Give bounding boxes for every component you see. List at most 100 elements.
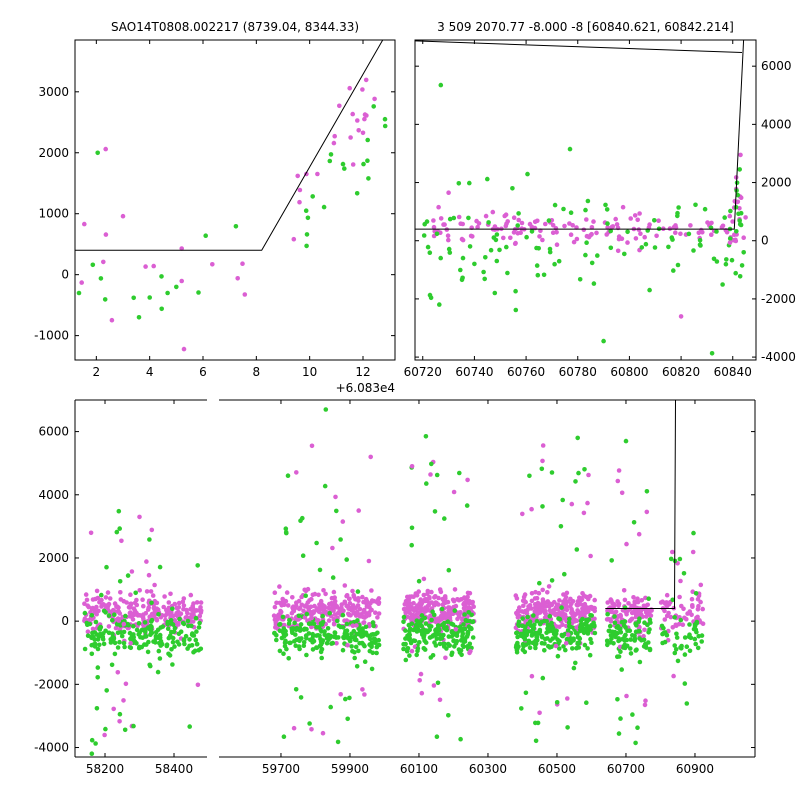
- y-tick-label: 0: [61, 614, 69, 628]
- scatter-point: [646, 596, 651, 601]
- scatter-point: [595, 253, 600, 258]
- scatter-point: [540, 458, 545, 464]
- scatter-point: [428, 472, 433, 477]
- scatter-point: [149, 617, 155, 623]
- scatter-point: [442, 620, 447, 626]
- scatter-point: [116, 618, 122, 623]
- scatter-point: [467, 650, 472, 656]
- scatter-point: [455, 616, 460, 622]
- scatter-point: [325, 626, 331, 631]
- scatter-point: [371, 636, 377, 642]
- scatter-point: [321, 204, 327, 210]
- scatter-point: [369, 666, 375, 672]
- axes-frame: [74, 39, 396, 361]
- scatter-point: [235, 276, 240, 281]
- scatter-point: [153, 630, 159, 635]
- y-tick-label: -2000: [761, 292, 796, 306]
- scatter-point: [605, 600, 610, 605]
- scatter-point: [103, 232, 109, 237]
- scatter-point: [546, 218, 552, 223]
- scatter-point: [326, 618, 332, 623]
- scatter-point: [592, 608, 597, 614]
- scatter-point: [116, 508, 122, 514]
- scatter-point: [494, 232, 500, 237]
- scatter-point: [738, 222, 744, 228]
- scatter-point: [104, 688, 109, 693]
- scatter-point: [319, 655, 325, 661]
- scatter-point: [448, 608, 453, 614]
- scatter-point: [414, 593, 420, 598]
- scatter-point: [686, 231, 692, 237]
- scatter-point: [97, 642, 102, 648]
- scatter-point: [445, 619, 451, 624]
- scatter-point: [106, 613, 112, 618]
- scatter-point: [115, 670, 121, 675]
- scatter-point: [113, 625, 119, 631]
- scatter-point: [306, 621, 312, 627]
- scatter-point: [85, 603, 90, 608]
- scatter-point: [85, 629, 91, 634]
- scatter-point: [672, 615, 677, 620]
- scatter-point: [437, 587, 443, 592]
- scatter-point: [342, 618, 347, 623]
- scatter-point: [335, 610, 341, 616]
- scatter-point: [178, 611, 184, 616]
- scatter-point: [112, 640, 118, 646]
- scatter-point: [675, 210, 680, 216]
- scatter-point: [553, 643, 559, 649]
- scatter-point: [584, 700, 589, 705]
- scatter-point: [368, 454, 374, 460]
- scatter-point: [676, 621, 682, 627]
- scatter-point: [412, 608, 417, 613]
- scatter-point: [154, 608, 159, 614]
- scatter-point: [569, 610, 574, 616]
- scatter-point: [440, 641, 446, 647]
- scatter-point: [193, 615, 199, 621]
- scatter-point: [431, 218, 436, 223]
- scatter-point: [581, 227, 587, 233]
- scatter-point: [285, 614, 290, 619]
- x-tick-label: 60300: [469, 762, 507, 776]
- scatter-point: [449, 629, 455, 635]
- scatter-point: [540, 237, 545, 243]
- scatter-point: [176, 600, 182, 606]
- scatter-point: [534, 263, 540, 268]
- scatter-point: [702, 206, 708, 212]
- scatter-point: [369, 607, 374, 613]
- scatter-point: [589, 640, 594, 645]
- scatter-point: [366, 558, 372, 564]
- scatter-point: [338, 692, 344, 697]
- scatter-point: [647, 627, 652, 632]
- scatter-point: [709, 351, 715, 356]
- panel-title: 3 509 2070.77 -8.000 -8 [60840.621, 6084…: [437, 20, 734, 34]
- scatter-point: [351, 592, 357, 598]
- scatter-point: [539, 619, 544, 625]
- scatter-point: [475, 224, 480, 230]
- scatter-point: [594, 230, 599, 236]
- scatter-point: [562, 223, 567, 229]
- scatter-point: [552, 261, 557, 267]
- scatter-point: [544, 619, 549, 624]
- scatter-point: [164, 642, 170, 647]
- scatter-point: [340, 519, 346, 524]
- scatter-point: [436, 204, 441, 210]
- scatter-point: [145, 649, 151, 655]
- scatter-point: [515, 640, 520, 646]
- scatter-point: [103, 146, 108, 152]
- scatter-point: [423, 640, 429, 645]
- scatter-point: [425, 588, 431, 594]
- scatter-point: [303, 593, 309, 598]
- scatter-point: [626, 601, 631, 606]
- scatter-point: [446, 641, 451, 647]
- scatter-point: [415, 648, 420, 654]
- scatter-point: [290, 595, 295, 600]
- scatter-point: [446, 567, 452, 573]
- scatter-point: [735, 199, 741, 205]
- scatter-point: [174, 606, 180, 611]
- scatter-point: [738, 152, 743, 158]
- scatter-point: [289, 610, 295, 616]
- scatter-point: [443, 613, 449, 618]
- scatter-point: [409, 525, 415, 531]
- scatter-point: [567, 146, 573, 152]
- scatter-point: [540, 597, 546, 602]
